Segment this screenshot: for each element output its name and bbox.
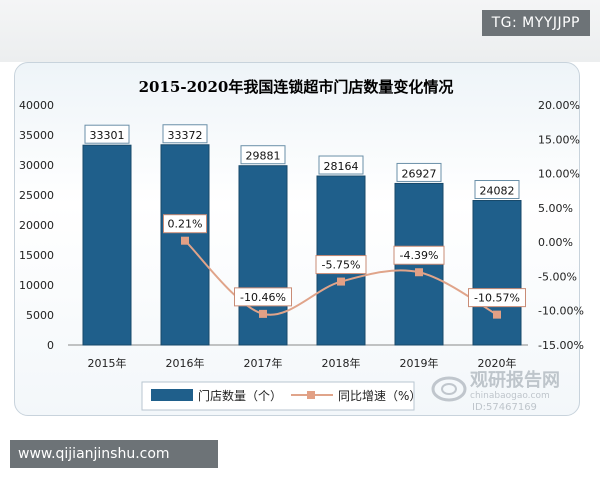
left-tick-label: 0: [47, 339, 54, 352]
legend: 门店数量（个） 同比增速（%）: [141, 381, 421, 411]
left-tick-label: 40000: [19, 99, 54, 112]
line-point: [337, 277, 345, 286]
watermark-logo-icon-inner: [441, 383, 457, 395]
bar-series: [82, 144, 522, 346]
right-tick-label: -15.00%: [538, 339, 584, 352]
x-tick-label: 2017年: [244, 356, 283, 370]
line-labels: 0.21% -10.46% -5.75% -4.39% -10.57%: [163, 214, 526, 308]
left-tick-label: 20000: [19, 219, 54, 232]
line-point: [259, 309, 267, 318]
bar-data-label: 29881: [246, 150, 281, 163]
tag-badge: TG: MYYJJPP: [481, 10, 590, 36]
bar-label-box: [474, 180, 520, 200]
right-tick-label: -5.00%: [538, 270, 577, 283]
line-point: [181, 236, 189, 245]
bar-label-box: [318, 155, 364, 175]
bar-label-box: [162, 124, 208, 144]
left-tick-label: 10000: [19, 279, 54, 292]
bar: [160, 144, 210, 346]
legend-line-marker: [307, 391, 315, 399]
line-series: [181, 236, 501, 319]
left-tick-label: 15000: [19, 249, 54, 262]
bar-data-label: 33301: [90, 129, 125, 142]
x-tick-label: 2016年: [166, 356, 205, 370]
line-label-box: [315, 255, 367, 275]
legend-bar-swatch: [151, 389, 193, 401]
x-tick-label: 2020年: [478, 356, 517, 370]
x-tick-label: 2015年: [88, 356, 127, 370]
right-axis-ticks: -15.00% -10.00% -5.00% 0.00% 5.00% 10.00% 15.0…: [538, 99, 584, 352]
line-data-label: -5.75%: [322, 259, 361, 272]
line-label-box: [234, 287, 292, 307]
line-data-label: 0.21%: [168, 218, 203, 231]
bar-data-label: 33372: [168, 129, 203, 142]
bar-data-label: 26927: [402, 167, 437, 180]
left-axis-ticks: 0 5000 10000 15000 20000 25000 30000 35000 40000: [19, 99, 54, 352]
x-tick-label: 2019年: [400, 356, 439, 370]
line-label-box: [468, 288, 526, 308]
url-badge: www.qijianjinshu.com: [10, 440, 218, 468]
right-tick-label: 0.00%: [538, 236, 573, 249]
x-tick-label: 2018年: [322, 356, 361, 370]
watermark-id: ID:57467169: [472, 402, 537, 413]
right-tick-label: -10.00%: [538, 305, 584, 318]
right-tick-label: 15.00%: [538, 133, 580, 146]
line-point: [415, 268, 423, 277]
line-data-label: -4.39%: [400, 249, 439, 262]
bar-label-box: [396, 162, 442, 182]
bar-label-box: [84, 124, 130, 144]
bar-label-box: [240, 145, 286, 165]
right-tick-label: 20.00%: [538, 99, 580, 112]
x-axis-ticks: 2015年 2016年 2017年 2018年 2019年 2020年: [88, 356, 517, 370]
bar: [82, 144, 132, 346]
bar: [238, 165, 288, 346]
right-tick-label: 10.00%: [538, 168, 580, 181]
right-tick-label: 5.00%: [538, 202, 573, 215]
line-point: [493, 310, 501, 319]
watermark-logo-icon: [431, 376, 467, 402]
left-tick-label: 35000: [19, 129, 54, 142]
left-tick-label: 30000: [19, 159, 54, 172]
watermark-brand: 观研报告网: [470, 369, 560, 391]
legend-bar-label: 门店数量（个）: [198, 388, 282, 403]
left-tick-label: 25000: [19, 189, 54, 202]
left-tick-label: 5000: [26, 309, 54, 322]
line-data-label: -10.46%: [240, 291, 286, 304]
line-label-box: [163, 214, 207, 234]
line-label-box: [393, 245, 445, 265]
chart-title: 2015-2020年我国连锁超市门店数量变化情况: [139, 78, 454, 96]
bar-data-label: 24082: [480, 185, 515, 198]
bar-labels: 33301 33372 29881 28164 26927 24082: [84, 124, 520, 200]
watermark-sub: chinabaogao.com: [470, 391, 550, 401]
line-data-label: -10.57%: [474, 292, 520, 305]
legend-line-label: 同比增速（%）: [338, 389, 421, 403]
watermark-logo: [431, 376, 467, 402]
bar: [472, 200, 522, 346]
bar-data-label: 28164: [324, 160, 359, 173]
